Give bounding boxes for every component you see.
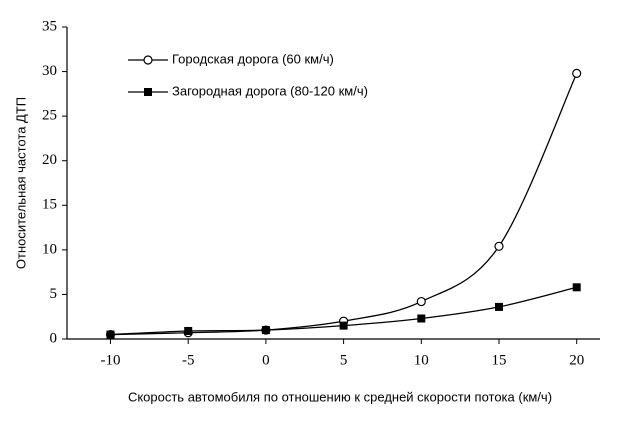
marker <box>572 68 582 78</box>
x-axis-label: Скорость автомобиля по отношению к средн… <box>128 389 552 404</box>
y-tick-label: 30 <box>42 63 57 79</box>
marker <box>184 326 193 335</box>
y-tick-label: 15 <box>42 197 57 213</box>
y-tick-label: 25 <box>42 108 57 124</box>
x-tick-label: 5 <box>340 352 348 368</box>
x-tick-label: 15 <box>491 352 506 368</box>
y-tick-label: 20 <box>42 152 57 168</box>
legend-label: Городская дорога (60 км/ч) <box>172 51 334 66</box>
x-tick-label: 10 <box>414 352 429 368</box>
marker <box>494 302 503 311</box>
series-line <box>110 73 578 336</box>
legend-marker <box>143 55 153 65</box>
marker <box>494 241 504 251</box>
marker <box>416 296 426 307</box>
marker <box>572 283 581 292</box>
y-tick-label: 35 <box>42 18 57 34</box>
x-tick-label: 20 <box>569 352 584 368</box>
x-tick-label: 0 <box>262 352 270 368</box>
y-tick-label: 0 <box>50 330 58 346</box>
legend-marker <box>144 88 152 96</box>
y-tick-label: 10 <box>42 241 57 257</box>
marker <box>417 314 426 323</box>
marker <box>261 326 270 335</box>
legend-label: Загородная дорога (80-120 км/ч) <box>172 83 368 98</box>
x-tick-label: -10 <box>101 352 121 368</box>
x-tick-label: -5 <box>182 352 195 368</box>
y-axis-label: Относительная частота ДТП <box>13 97 28 269</box>
y-tick-label: 5 <box>50 286 58 302</box>
marker <box>339 321 348 330</box>
marker <box>106 330 115 339</box>
